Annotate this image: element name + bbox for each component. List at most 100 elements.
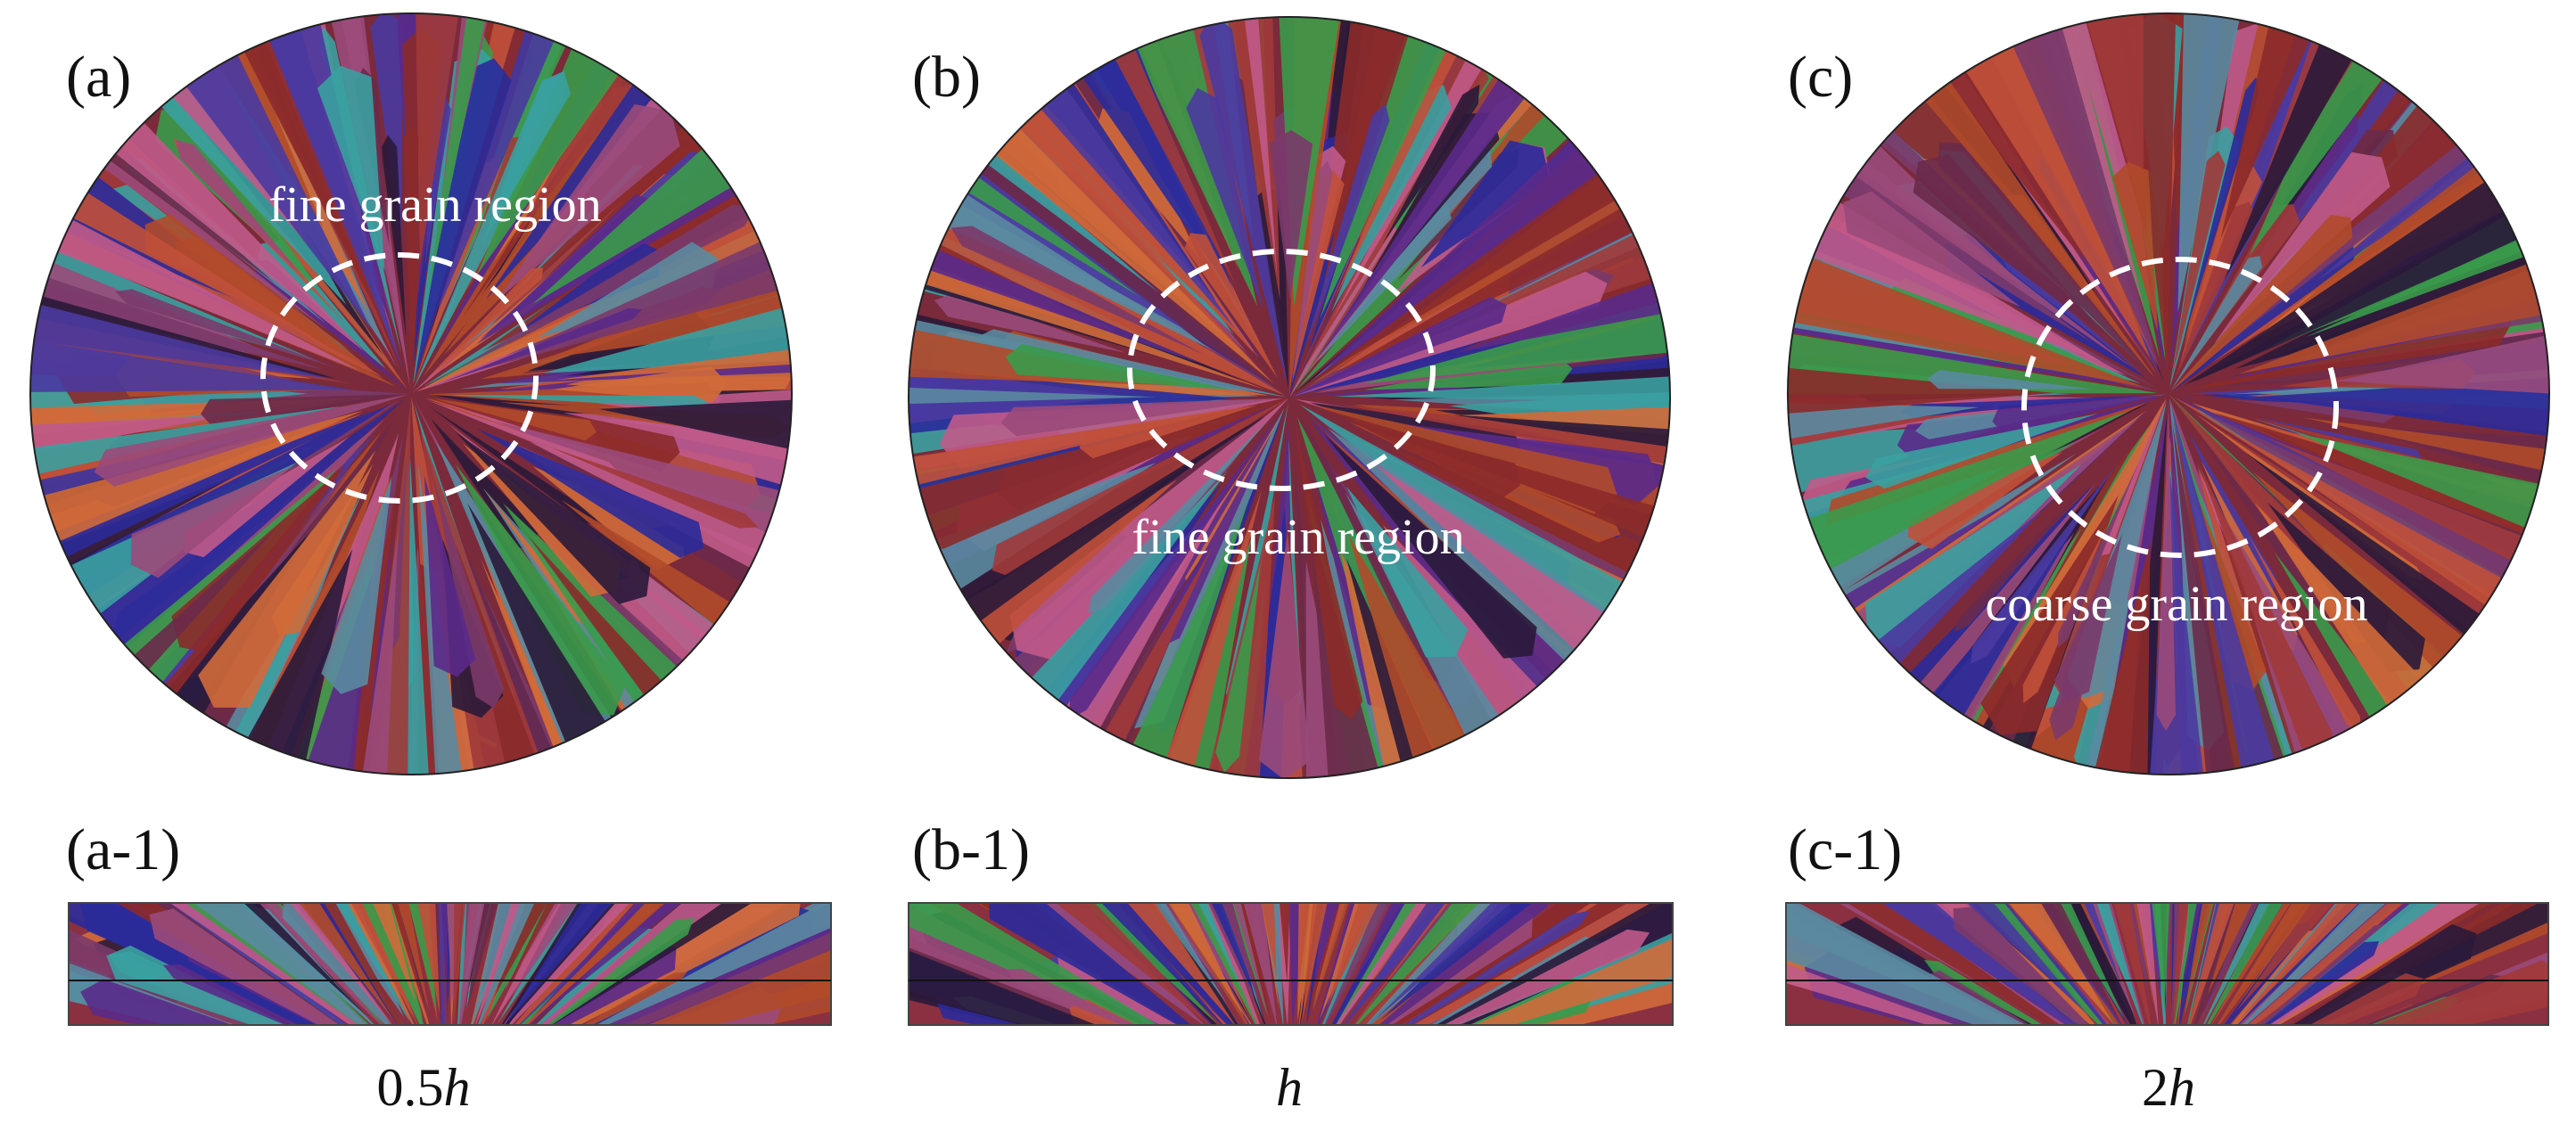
- grain: [2177, 13, 2263, 313]
- grain: [1324, 903, 1390, 1025]
- grain: [497, 104, 680, 300]
- grain: [1335, 17, 1528, 299]
- grain: [1953, 906, 2090, 1025]
- grain: [414, 58, 512, 381]
- grain: [1298, 903, 1310, 992]
- caption-number: 0.5: [377, 1058, 444, 1117]
- grain: [497, 903, 583, 1025]
- grain: [408, 903, 438, 1022]
- grain: [1788, 207, 2144, 387]
- grain: [2236, 903, 2334, 1012]
- grain: [535, 927, 653, 1025]
- grain: [434, 483, 505, 709]
- grain: [183, 436, 350, 558]
- grain: [2160, 13, 2243, 232]
- grain: [530, 441, 792, 582]
- grain: [1152, 903, 1228, 1005]
- grain: [1907, 452, 2063, 550]
- grain: [403, 124, 419, 375]
- grain: [1420, 140, 1550, 268]
- grain: [115, 289, 338, 369]
- grain: [1055, 17, 1236, 286]
- grain: [30, 231, 283, 358]
- grain: [427, 13, 527, 299]
- grain: [30, 414, 230, 494]
- grain: [1280, 903, 1290, 983]
- grain: [441, 903, 449, 1025]
- grain: [2140, 473, 2219, 775]
- grain: [1980, 495, 2119, 735]
- grain: [2065, 539, 2151, 775]
- grain: [2248, 534, 2363, 737]
- grain: [2171, 407, 2308, 775]
- grain: [1094, 108, 1199, 258]
- grain: [1380, 903, 1533, 1021]
- grain: [94, 394, 409, 487]
- grain: [171, 465, 346, 653]
- section-label: (c-1): [1788, 817, 1902, 882]
- grain: [1211, 903, 1255, 996]
- grain: [1313, 903, 1349, 1011]
- grain: [2267, 438, 2549, 650]
- grain: [398, 903, 430, 1012]
- grain: [1324, 435, 1537, 659]
- grain: [2220, 13, 2357, 239]
- grain: [2185, 903, 2214, 1015]
- grain: [1258, 532, 1311, 778]
- grain: [289, 903, 393, 1025]
- grain: [1927, 370, 2093, 390]
- caption-variable: h: [2169, 1058, 2195, 1117]
- grain: [73, 119, 275, 283]
- region-outline: [260, 252, 539, 504]
- grain: [1317, 196, 1452, 362]
- grain: [185, 903, 362, 1025]
- grain: [1788, 351, 2055, 427]
- grain: [1295, 425, 1363, 720]
- grain: [1970, 463, 2119, 664]
- grain: [2095, 903, 2144, 1025]
- grain: [1052, 503, 1248, 778]
- grain: [321, 475, 392, 694]
- grain: [2136, 903, 2159, 1025]
- grain: [503, 903, 556, 996]
- grain: [1306, 903, 1340, 1025]
- grain: [1864, 464, 2082, 648]
- grain: [458, 903, 485, 1025]
- grain: [477, 903, 535, 1025]
- grain: [2242, 903, 2387, 1025]
- grain: [441, 308, 642, 383]
- grain: [2198, 463, 2333, 759]
- grain: [476, 13, 713, 276]
- grain: [1117, 489, 1263, 778]
- grain: [1393, 903, 1589, 1025]
- grain: [456, 432, 651, 604]
- grain: [1208, 903, 1259, 1013]
- grain: [2374, 960, 2548, 1025]
- grain: [455, 463, 626, 716]
- grain: [1436, 903, 1673, 1025]
- grain: [2171, 151, 2226, 379]
- grain: [1865, 414, 2098, 489]
- grain: [976, 329, 1288, 398]
- grain: [1261, 903, 1277, 979]
- region-annotation: fine grain region: [268, 177, 601, 233]
- panel-label: (b): [912, 45, 981, 110]
- grain: [647, 949, 831, 1025]
- grain: [2267, 502, 2425, 673]
- grain: [176, 139, 301, 275]
- grain: [193, 903, 368, 1025]
- grain: [2083, 903, 2136, 1018]
- section-map: [1786, 903, 2548, 1025]
- grain: [455, 204, 756, 371]
- sample-outline: [908, 16, 1671, 779]
- grain: [1313, 903, 1339, 990]
- grain: [2182, 903, 2197, 986]
- grain: [504, 903, 559, 992]
- grain: [2071, 13, 2144, 217]
- sample-outline: [1787, 12, 2550, 775]
- region-annotation: coarse grain region: [1985, 577, 2367, 632]
- grain: [1913, 154, 2109, 339]
- grain: [537, 242, 719, 339]
- grain: [1343, 903, 1443, 1025]
- grain: [510, 903, 578, 999]
